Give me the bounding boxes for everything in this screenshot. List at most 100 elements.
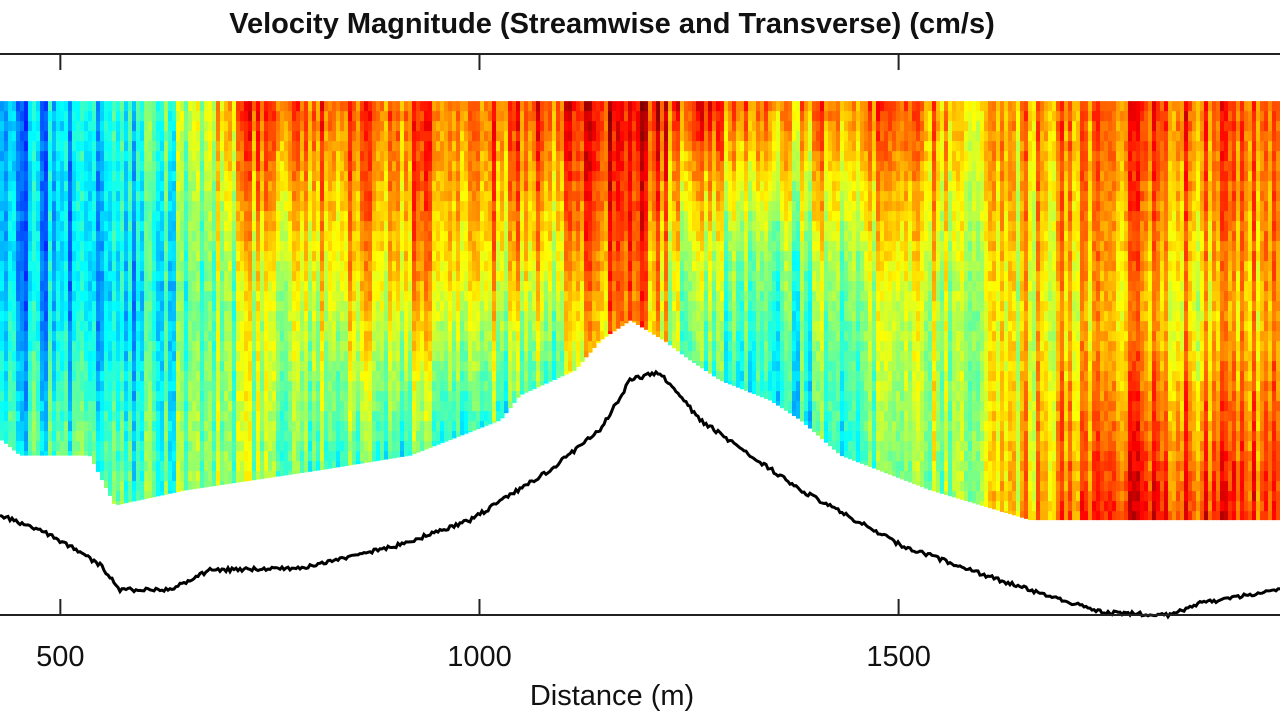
heatmap-cell (412, 121, 417, 132)
heatmap-cell (444, 381, 449, 392)
heatmap-cell (464, 211, 469, 222)
heatmap-cell (72, 121, 77, 132)
heatmap-cell (456, 281, 461, 292)
heatmap-cell (40, 371, 45, 382)
heatmap-cell (140, 371, 145, 382)
heatmap-cell (296, 241, 301, 252)
heatmap-cell (156, 421, 161, 432)
heatmap-cell (408, 351, 413, 362)
heatmap-cell (320, 321, 325, 332)
heatmap-cell (44, 251, 49, 262)
heatmap-cell (264, 241, 269, 252)
heatmap-cell (172, 351, 177, 362)
heatmap-cell (496, 281, 501, 292)
heatmap-cell (28, 191, 33, 202)
heatmap-cell (232, 141, 237, 152)
heatmap-cell (344, 461, 349, 467)
heatmap-cell (168, 241, 173, 252)
heatmap-cell (220, 131, 225, 142)
heatmap-cell (84, 281, 89, 292)
heatmap-cell (160, 411, 165, 422)
heatmap-cell (488, 111, 493, 122)
heatmap-cell (352, 431, 357, 442)
heatmap-cell (476, 371, 481, 382)
heatmap-cell (280, 391, 285, 402)
heatmap-cell (348, 231, 353, 242)
heatmap-cell (4, 441, 9, 444)
heatmap-cell (380, 221, 385, 232)
heatmap-cell (380, 211, 385, 222)
heatmap-cell (48, 161, 53, 172)
heatmap-cell (124, 481, 129, 492)
heatmap-cell (80, 241, 85, 252)
heatmap-cell (88, 401, 93, 412)
heatmap-cell (256, 401, 261, 412)
heatmap-cell (228, 281, 233, 292)
heatmap-cell (296, 191, 301, 202)
heatmap-cell (64, 321, 69, 332)
heatmap-cell (276, 211, 281, 222)
heatmap-cell (152, 171, 157, 182)
heatmap-cell (540, 351, 545, 362)
heatmap-cell (344, 251, 349, 262)
heatmap-cell (284, 221, 289, 232)
heatmap-cell (312, 341, 317, 352)
heatmap-cell (428, 221, 433, 232)
heatmap-cell (176, 241, 181, 252)
heatmap-cell (456, 381, 461, 392)
heatmap-cell (368, 301, 373, 312)
heatmap-cell (440, 261, 445, 272)
heatmap-cell (244, 231, 249, 242)
heatmap-cell (304, 331, 309, 342)
heatmap-cell (508, 311, 513, 322)
heatmap-cell (348, 271, 353, 282)
heatmap-cell (496, 381, 501, 392)
heatmap-cell (544, 251, 549, 262)
heatmap-cell (160, 141, 165, 152)
heatmap-cell (232, 201, 237, 212)
heatmap-cell (224, 151, 229, 162)
heatmap-cell (208, 241, 213, 252)
heatmap-cell (520, 101, 525, 112)
heatmap-cell (456, 401, 461, 412)
heatmap-cell (332, 411, 337, 422)
heatmap-cell (488, 151, 493, 162)
heatmap-cell (188, 171, 193, 182)
heatmap-cell (452, 201, 457, 212)
heatmap-cell (476, 141, 481, 152)
heatmap-cell (152, 281, 157, 292)
heatmap-cell (56, 371, 61, 382)
heatmap-cell (468, 121, 473, 132)
heatmap-cell (120, 451, 125, 462)
heatmap-cell (80, 131, 85, 142)
heatmap-cell (128, 471, 133, 482)
heatmap-cell (52, 321, 57, 332)
heatmap-cell (236, 301, 241, 312)
heatmap-cell (252, 181, 257, 192)
heatmap-cell (460, 181, 465, 192)
heatmap-cell (440, 121, 445, 132)
heatmap-cell (428, 411, 433, 422)
heatmap-cell (500, 161, 505, 172)
heatmap-cell (244, 271, 249, 282)
heatmap-cell (284, 461, 289, 472)
heatmap-cell (340, 211, 345, 222)
heatmap-cell (88, 321, 93, 332)
heatmap-cell (364, 331, 369, 342)
heatmap-cell (392, 191, 397, 202)
heatmap-cell (56, 171, 61, 182)
heatmap-cell (132, 191, 137, 202)
heatmap-cell (464, 221, 469, 232)
heatmap-cell (416, 191, 421, 202)
heatmap-cell (328, 411, 333, 422)
heatmap-cell (296, 221, 301, 232)
heatmap-cell (216, 181, 221, 192)
heatmap-cell (84, 361, 89, 372)
heatmap-cell (244, 361, 249, 372)
heatmap-cell (216, 391, 221, 402)
heatmap-cell (112, 151, 117, 162)
heatmap-cell (12, 191, 17, 202)
heatmap-cell (404, 121, 409, 132)
heatmap-cell (472, 191, 477, 202)
heatmap-cell (256, 181, 261, 192)
